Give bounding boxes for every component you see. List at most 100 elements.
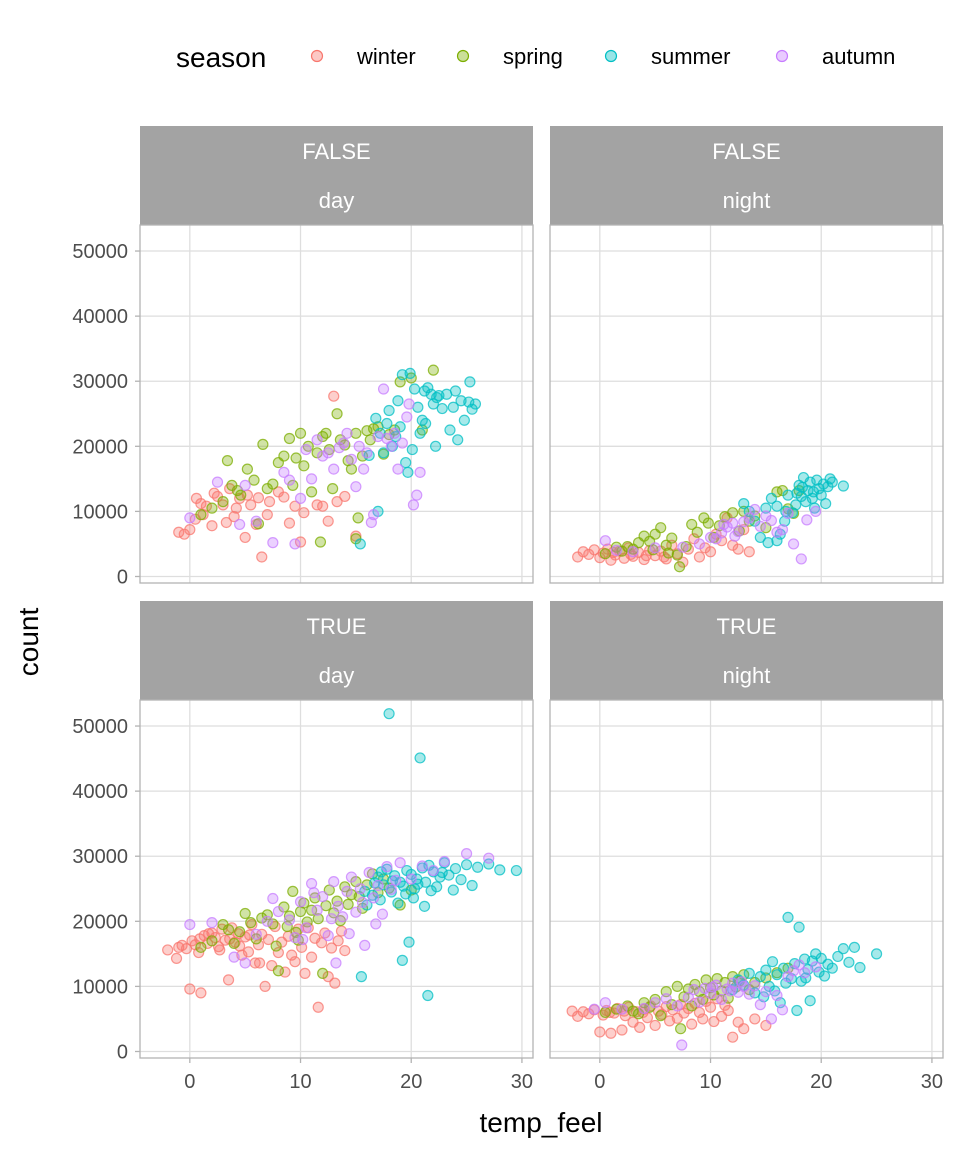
- data-point: [782, 489, 794, 501]
- data-point: [627, 546, 639, 558]
- data-point: [372, 430, 384, 443]
- data-point: [418, 385, 431, 397]
- data-point: [791, 487, 803, 499]
- data-point: [342, 898, 354, 910]
- data-point: [345, 453, 358, 465]
- legend-label-summer: summer: [651, 44, 730, 69]
- data-point: [350, 906, 362, 918]
- x-tick-label: 20: [400, 1071, 422, 1093]
- legend-label-spring: spring: [503, 44, 563, 69]
- data-point: [385, 886, 397, 898]
- data-point: [483, 858, 495, 870]
- data-point: [455, 874, 467, 886]
- data-point: [820, 497, 832, 510]
- data-point: [256, 551, 268, 563]
- data-point: [325, 913, 338, 925]
- data-point: [403, 936, 415, 948]
- x-tick-label: 0: [594, 1071, 605, 1093]
- data-point: [754, 531, 766, 544]
- data-point: [256, 912, 268, 924]
- data-point: [162, 944, 174, 956]
- data-point: [361, 447, 373, 459]
- data-point: [195, 497, 207, 510]
- data-point: [464, 376, 476, 388]
- data-point: [429, 440, 442, 452]
- facet-strip: [550, 601, 943, 700]
- data-point: [305, 473, 318, 485]
- data-point: [195, 941, 207, 953]
- data-point: [245, 917, 257, 929]
- x-tick-label: 10: [289, 1071, 311, 1093]
- data-point: [801, 514, 813, 526]
- data-point: [252, 492, 265, 504]
- data-point: [329, 977, 341, 989]
- data-point: [331, 408, 343, 420]
- data-point: [228, 511, 240, 523]
- data-point: [281, 920, 293, 933]
- data-point: [743, 988, 755, 1000]
- panel-background: [140, 700, 533, 1058]
- data-point: [843, 956, 855, 968]
- data-point: [317, 450, 329, 462]
- data-point: [305, 486, 318, 498]
- data-point: [328, 390, 340, 402]
- data-point: [704, 987, 717, 1000]
- data-point: [466, 879, 478, 892]
- data-point: [715, 993, 728, 1006]
- data-point: [294, 427, 307, 439]
- data-point: [804, 995, 816, 1007]
- data-point: [341, 427, 353, 439]
- data-point: [241, 463, 253, 475]
- y-tick-label: 30000: [72, 371, 128, 393]
- data-point: [776, 1004, 789, 1016]
- data-point: [308, 887, 320, 899]
- data-point: [267, 537, 279, 549]
- data-point: [289, 956, 301, 968]
- data-point: [206, 520, 218, 532]
- panel-border: [139, 699, 534, 1059]
- data-point: [239, 479, 251, 491]
- data-point: [738, 516, 750, 528]
- data-point: [401, 864, 413, 877]
- data-point: [317, 500, 329, 512]
- data-point: [195, 509, 207, 521]
- x-tick-label: 20: [810, 1071, 832, 1093]
- data-point: [322, 447, 334, 459]
- data-point: [356, 896, 369, 909]
- y-tick-label: 20000: [72, 436, 128, 458]
- data-point: [345, 463, 358, 475]
- y-tick-label: 0: [117, 566, 128, 588]
- data-point: [261, 915, 273, 927]
- series-autumn: [588, 959, 822, 1051]
- panel-false-day: FALSE day 0 10000 20000 30000 40000 50000: [72, 126, 534, 588]
- data-point: [263, 496, 276, 508]
- data-point: [418, 900, 431, 912]
- data-point: [336, 911, 349, 923]
- legend-item-autumn: autumn: [775, 44, 895, 69]
- panel-true-day: TRUE day 0 10000 20000 30000 40000 50000 0 10 20 30: [72, 601, 534, 1093]
- data-point: [854, 961, 866, 974]
- data-point: [818, 970, 831, 982]
- facet-strip: [550, 126, 943, 225]
- data-point: [727, 1031, 739, 1043]
- data-point: [754, 999, 766, 1011]
- data-point: [294, 896, 307, 908]
- data-point: [743, 512, 755, 524]
- data-point: [299, 967, 311, 979]
- data-point: [693, 538, 706, 550]
- data-point: [452, 434, 464, 446]
- data-point: [383, 404, 395, 417]
- data-point: [771, 989, 783, 1002]
- data-point: [793, 959, 805, 971]
- data-point: [355, 971, 368, 983]
- data-point: [693, 551, 706, 563]
- data-point: [406, 443, 418, 456]
- data-point: [403, 398, 415, 410]
- data-point: [338, 437, 350, 449]
- data-point: [220, 516, 232, 529]
- data-point: [211, 476, 224, 488]
- data-point: [425, 885, 437, 897]
- data-point: [662, 547, 675, 559]
- data-point: [383, 708, 395, 720]
- data-point: [381, 861, 393, 873]
